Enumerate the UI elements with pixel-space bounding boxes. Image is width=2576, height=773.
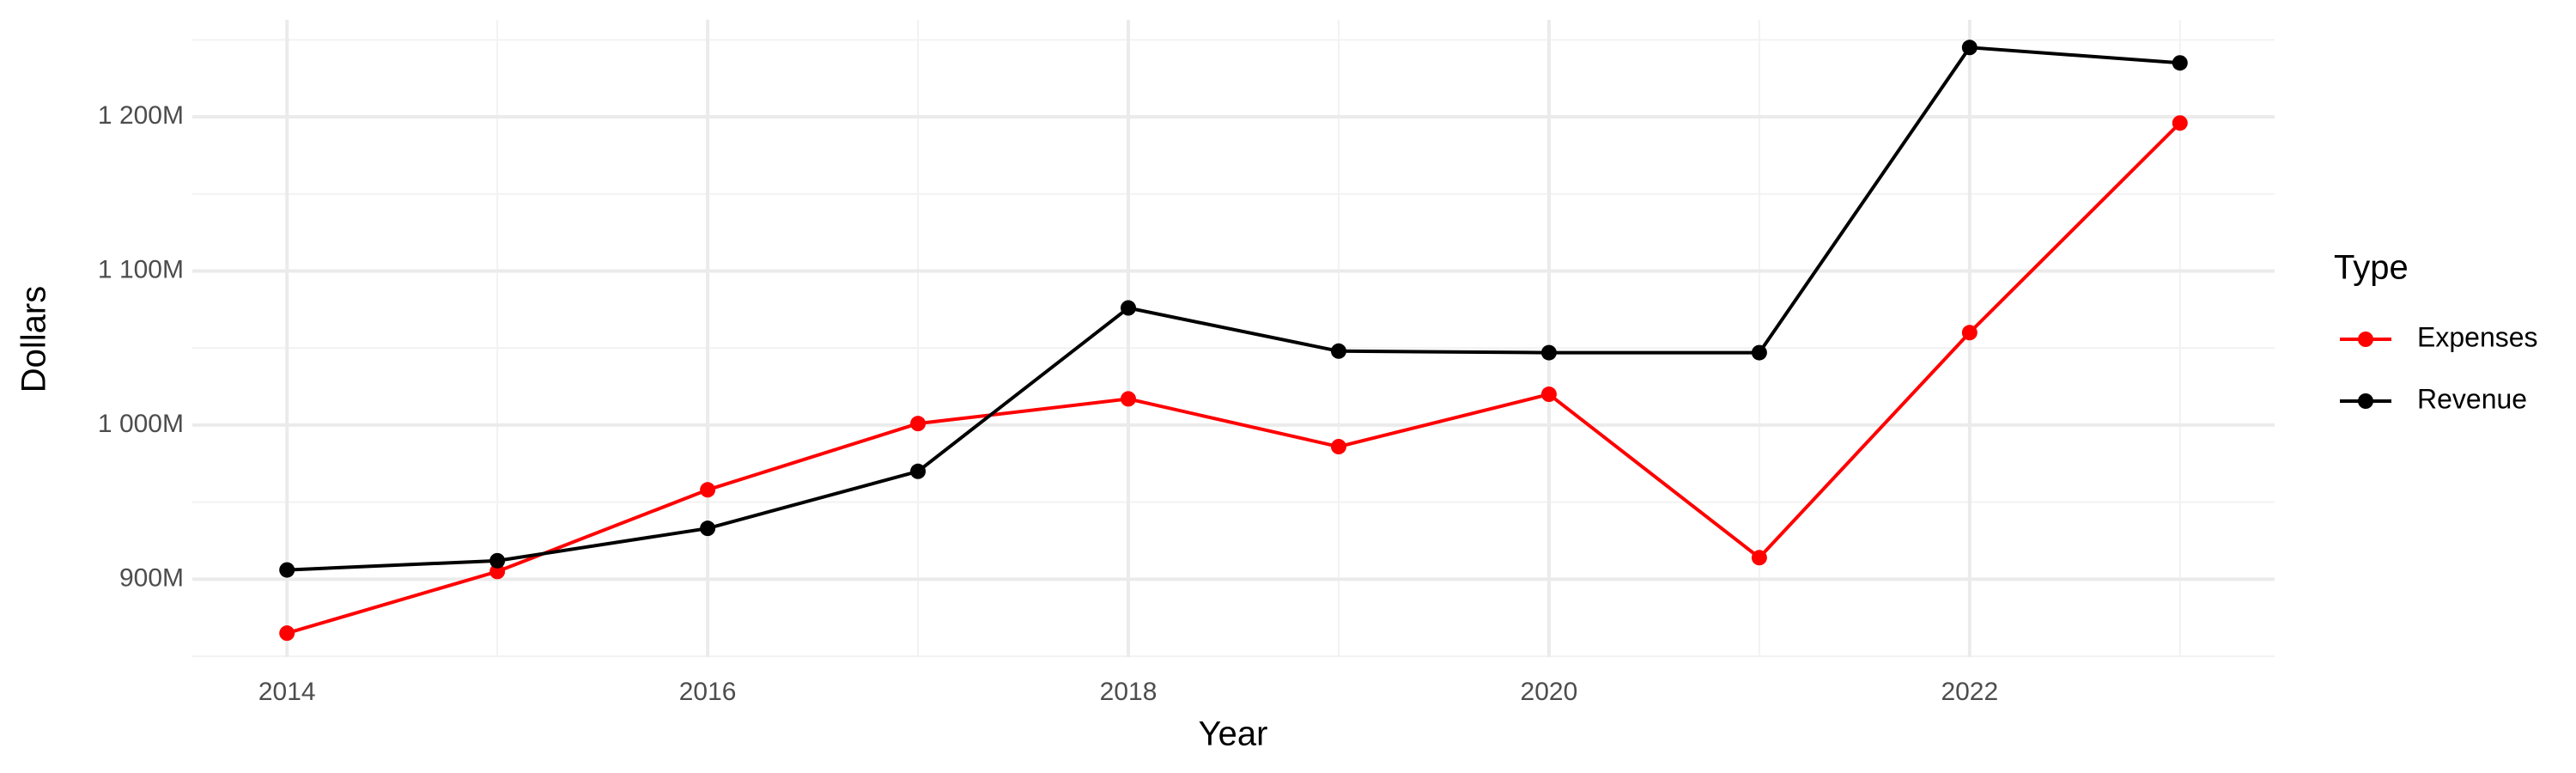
data-point	[910, 416, 927, 432]
data-point	[1540, 344, 1557, 361]
x-tick-label: 2016	[679, 678, 737, 706]
data-point	[1540, 386, 1557, 403]
y-tick-label: 1 200M	[98, 101, 184, 130]
data-point	[489, 563, 506, 580]
legend-marker	[2358, 332, 2373, 347]
data-point	[279, 625, 295, 642]
data-point	[1330, 343, 1346, 359]
data-point	[700, 482, 716, 498]
data-point	[1121, 300, 1137, 316]
y-tick-label: 900M	[119, 563, 184, 592]
y-tick-label: 1 000M	[98, 410, 184, 438]
data-point	[1330, 439, 1346, 455]
legend-title: Type	[2334, 249, 2409, 287]
data-point	[279, 562, 295, 578]
data-point	[489, 552, 506, 569]
data-point	[1961, 325, 1978, 341]
data-point	[1751, 550, 1767, 566]
y-axis-title: Dollars	[15, 286, 53, 393]
x-tick-label: 2014	[258, 678, 316, 706]
x-tick-label: 2018	[1100, 678, 1157, 706]
x-tick-label: 2022	[1941, 678, 1998, 706]
data-point	[1961, 40, 1978, 56]
series-line	[287, 46, 2180, 572]
x-axis-title: Year	[1199, 715, 1268, 753]
data-point	[1121, 391, 1137, 407]
series-line	[286, 121, 2182, 636]
legend-label: Expenses	[2417, 321, 2538, 352]
y-tick-label: 1 100M	[98, 255, 184, 283]
data-point	[2172, 115, 2188, 131]
data-point	[910, 463, 927, 479]
data-point	[1751, 344, 1767, 361]
legend-label: Revenue	[2417, 383, 2527, 414]
x-tick-label: 2020	[1521, 678, 1578, 706]
data-point	[2172, 55, 2188, 71]
data-point	[700, 520, 716, 537]
legend-marker	[2358, 393, 2373, 409]
